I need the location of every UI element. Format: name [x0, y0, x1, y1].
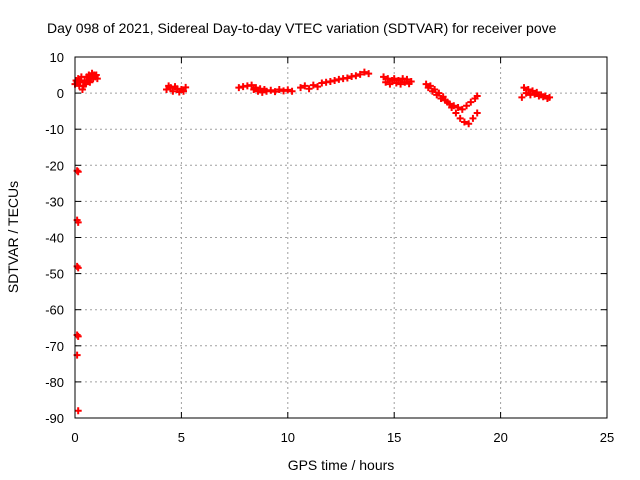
data-point: [429, 87, 437, 95]
data-point: [169, 87, 177, 95]
x-tick-label: 15: [387, 430, 401, 445]
data-point: [524, 85, 532, 93]
data-point: [326, 78, 334, 86]
y-tick-label: -30: [45, 194, 64, 209]
y-tick-label: -40: [45, 231, 64, 246]
data-point: [74, 407, 82, 415]
data-point: [182, 83, 190, 91]
data-point: [533, 88, 541, 96]
data-point: [74, 332, 82, 340]
y-axis-title: SDTVAR / TECUs: [5, 181, 21, 293]
grid-lines: [75, 57, 607, 418]
data-point: [248, 81, 256, 89]
plot-frame: [74, 56, 608, 419]
data-point: [463, 102, 471, 110]
data-point: [458, 105, 466, 113]
data-point: [263, 87, 271, 95]
data-point: [382, 78, 390, 86]
data-point: [275, 85, 283, 93]
data-point: [450, 102, 458, 110]
data-point: [407, 78, 415, 86]
x-tick-label: 20: [493, 430, 507, 445]
data-point: [394, 76, 402, 84]
data-point: [460, 118, 468, 126]
data-point: [92, 71, 100, 79]
data-point: [86, 78, 94, 86]
data-point: [280, 87, 288, 95]
data-point: [397, 80, 405, 88]
chart-title: Day 098 of 2021, Sidereal Day-to-day VTE…: [47, 20, 557, 36]
data-point: [167, 84, 175, 92]
data-point: [78, 85, 86, 93]
data-point: [454, 104, 462, 112]
data-point: [386, 80, 394, 88]
data-point: [441, 96, 449, 104]
y-tick-labels: -90 -80 -70 -60 -50 -40 -30 -20 -10 0 10: [45, 50, 64, 426]
data-point: [309, 81, 317, 89]
data-point: [473, 109, 481, 117]
x-tick-label: 0: [71, 430, 78, 445]
x-tick-labels: 0 5 10 15 20 25: [71, 430, 614, 445]
data-point: [452, 109, 460, 117]
data-point: [433, 91, 441, 99]
data-point: [252, 84, 260, 92]
data-point: [74, 168, 82, 176]
data-points: [71, 68, 554, 415]
data-point: [518, 93, 526, 101]
data-point: [522, 89, 530, 97]
data-point: [403, 75, 411, 83]
data-point: [456, 114, 464, 122]
data-point: [384, 75, 392, 83]
x-tick-label: 5: [178, 430, 185, 445]
data-point: [305, 85, 313, 93]
y-tick-label: -50: [45, 267, 64, 282]
data-point: [352, 72, 360, 80]
data-point: [331, 76, 339, 84]
data-point: [271, 88, 279, 96]
data-point: [235, 84, 243, 92]
data-point: [314, 83, 322, 91]
data-point: [180, 87, 188, 95]
data-point: [74, 218, 82, 226]
y-tick-label: -10: [45, 122, 64, 137]
data-point: [163, 85, 171, 93]
y-tick-label: -70: [45, 339, 64, 354]
y-tick-label: -60: [45, 303, 64, 318]
data-point: [546, 93, 554, 101]
data-point: [465, 120, 473, 128]
data-point: [356, 70, 364, 78]
x-tick-label: 10: [281, 430, 295, 445]
y-tick-label: -80: [45, 375, 64, 390]
data-point: [297, 84, 305, 92]
data-point: [473, 92, 481, 100]
data-point: [284, 86, 292, 94]
data-point: [74, 264, 82, 272]
data-point: [93, 75, 101, 83]
data-point: [267, 86, 275, 94]
data-point: [288, 87, 296, 95]
y-tick-label: 0: [57, 86, 64, 101]
data-point: [520, 84, 528, 92]
data-point: [446, 100, 454, 108]
data-point: [422, 80, 430, 88]
data-point: [437, 95, 445, 103]
x-tick-label: 25: [600, 430, 614, 445]
y-tick-label: 10: [50, 50, 64, 65]
y-tick-label: -20: [45, 158, 64, 173]
data-point: [76, 78, 84, 86]
data-point: [360, 68, 368, 76]
data-point: [424, 84, 432, 92]
data-point: [390, 75, 398, 83]
data-point: [343, 74, 351, 82]
data-point: [467, 98, 475, 106]
data-point: [365, 70, 373, 78]
data-point: [380, 73, 388, 81]
data-point: [469, 114, 477, 122]
data-point: [301, 82, 309, 90]
y-tick-label: -90: [45, 411, 64, 426]
x-axis-title: GPS time / hours: [288, 457, 395, 473]
data-point: [82, 80, 90, 88]
